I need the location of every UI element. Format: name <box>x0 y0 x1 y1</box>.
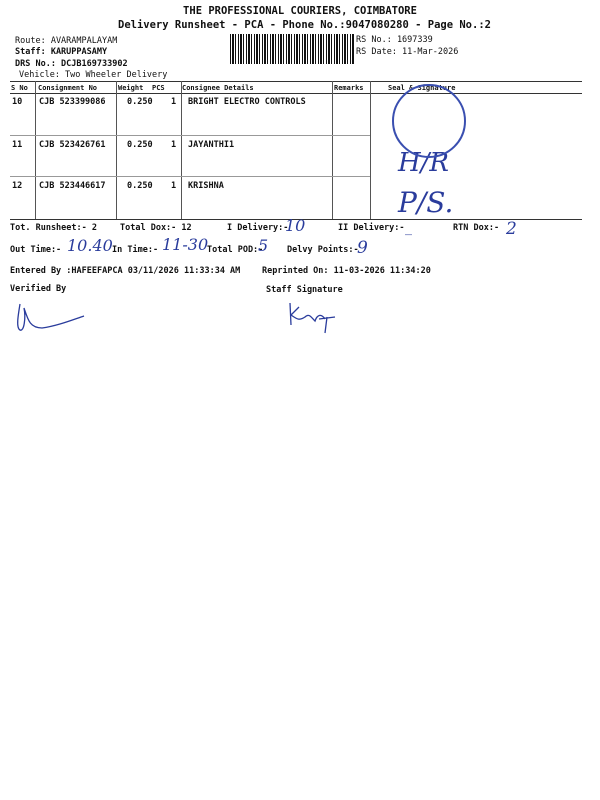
entered-by: Entered By :HAFEEFAPCA 03/11/2026 11:33:… <box>10 266 241 276</box>
row-consignment: CJB 523399086 <box>39 97 106 107</box>
total-pod-label: Total POD:- <box>207 245 264 255</box>
col-consignee: Consignee Details <box>182 84 254 92</box>
verifier-signature <box>17 303 85 331</box>
company-seal-stamp <box>392 84 466 158</box>
col-divider <box>116 81 117 219</box>
total-pod-value: 5 <box>258 236 269 255</box>
row-divider <box>10 176 370 177</box>
row-consignment: CJB 523446617 <box>39 181 106 191</box>
drs-no: DRS No.: DCJB169733902 <box>15 59 128 69</box>
col-divider <box>332 81 333 219</box>
out-time-label: Out Time:- <box>10 245 62 255</box>
ii-delivery-value: _ <box>405 220 412 236</box>
staff-signature-label: Staff Signature <box>266 285 343 295</box>
col-divider <box>35 81 36 219</box>
col-pcs: PCS <box>152 84 165 92</box>
verified-by-label: Verified By <box>10 284 67 294</box>
reprinted-on: Reprinted On: 11-03-2026 11:34:20 <box>262 266 431 276</box>
row-weight: 0.250 <box>127 97 153 107</box>
tot-runsheet: Tot. Runsheet:- 2 <box>10 223 97 233</box>
row-weight: 0.250 <box>127 181 153 191</box>
in-time-label: In Time:- <box>112 245 159 255</box>
col-sno: S No <box>11 84 28 92</box>
rtn-dox-value: 2 <box>506 219 517 239</box>
row-sno: 12 <box>12 181 23 191</box>
table-bottom-line <box>10 219 582 220</box>
row-seal-handwriting: P/S. <box>398 186 454 219</box>
row-divider <box>10 135 370 136</box>
barcode <box>230 34 354 64</box>
rs-no: RS No.: 1697339 <box>356 35 433 45</box>
row-sno: 11 <box>12 140 23 150</box>
col-consignment: Consignment No <box>38 84 98 92</box>
in-time-value: 11-30 <box>162 235 209 254</box>
i-delivery-value: 10 <box>285 216 306 235</box>
row-weight: 0.250 <box>127 140 153 150</box>
rs-date: RS Date: 11-Mar-2026 <box>356 47 459 57</box>
route: Route: AVARAMPALAYAM <box>15 36 118 46</box>
row-pcs: 1 <box>171 140 177 150</box>
ii-delivery-label: II Delivery:- <box>338 223 405 233</box>
total-dox: Total Dox:- 12 <box>120 223 192 233</box>
col-remarks: Remarks <box>334 84 364 92</box>
company-title: THE PROFESSIONAL COURIERS, COIMBATORE <box>183 5 417 17</box>
col-divider <box>370 81 371 219</box>
runsheet-subtitle: Delivery Runsheet - PCA - Phone No.:9047… <box>118 19 491 31</box>
row-pcs: 1 <box>171 97 177 107</box>
vehicle: Vehicle: Two Wheeler Delivery <box>19 70 168 80</box>
row-consignee: KRISHNA <box>188 181 224 191</box>
delvy-points-label: Delvy Points:- <box>287 245 359 255</box>
col-weight: Weight <box>118 84 144 92</box>
row-sno: 10 <box>12 97 23 107</box>
delvy-points-value: 9 <box>357 238 368 258</box>
i-delivery-label: I Delivery:- <box>227 223 289 233</box>
staff-signature <box>289 302 336 334</box>
out-time-value: 10.40 <box>67 236 113 255</box>
row-consignment: CJB 523426761 <box>39 140 106 150</box>
table-header-line <box>10 93 582 94</box>
table-top-line <box>10 81 582 82</box>
row-consignee: JAYANTHI1 <box>188 140 235 150</box>
col-divider <box>181 81 182 219</box>
row-pcs: 1 <box>171 181 177 191</box>
row-consignee: BRIGHT ELECTRO CONTROLS <box>188 97 306 107</box>
rtn-dox-label: RTN Dox:- <box>453 223 500 233</box>
staff: Staff: KARUPPASAMY <box>15 47 108 57</box>
